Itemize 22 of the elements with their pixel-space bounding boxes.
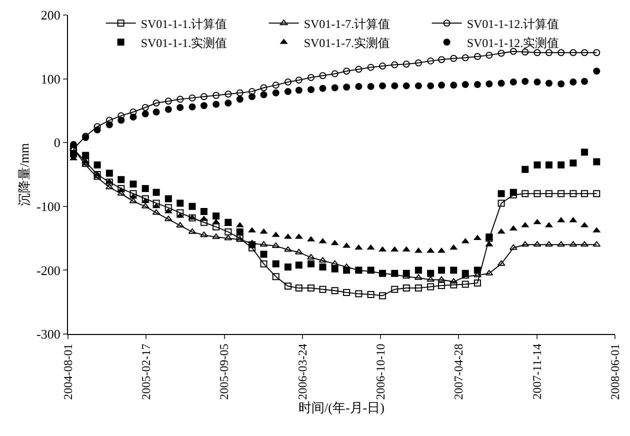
y-tick-label: 200 <box>40 8 60 23</box>
x-axis-title: 时间/(年-月-日) <box>298 400 384 415</box>
y-tick-label: 100 <box>40 71 60 86</box>
legend-label: SV01-1-12.计算值 <box>466 16 560 31</box>
legend-label: SV01-1-1.实测值 <box>140 36 228 50</box>
y-tick-label: -200 <box>36 262 60 278</box>
x-tick-label: 2008-06-01 <box>608 344 622 400</box>
y-tick-label: -100 <box>36 198 60 214</box>
y-tick-label: -300 <box>36 326 60 342</box>
legend-label: SV01-1-1.计算值 <box>140 16 228 31</box>
x-tick-label: 2005-09-05 <box>217 344 232 400</box>
y-tick-label: 0 <box>54 135 60 150</box>
x-tick-label: 2006-03-24 <box>295 344 310 400</box>
legend-label: SV01-1-7.计算值 <box>304 16 390 31</box>
x-tick-label: 2007-04-28 <box>452 344 466 400</box>
x-tick-label: 2007-11-14 <box>530 344 544 400</box>
legend-label: SV01-1-12.实测值 <box>466 36 560 50</box>
legend-label: SV01-1-7.实测值 <box>304 36 390 50</box>
x-tick-label: 2004-08-01 <box>60 344 75 400</box>
x-tick-label: 2006-10-10 <box>373 344 388 400</box>
y-axis-title: 沉降量/mm <box>16 143 32 206</box>
x-tick-label: 2005-02-17 <box>139 344 154 400</box>
